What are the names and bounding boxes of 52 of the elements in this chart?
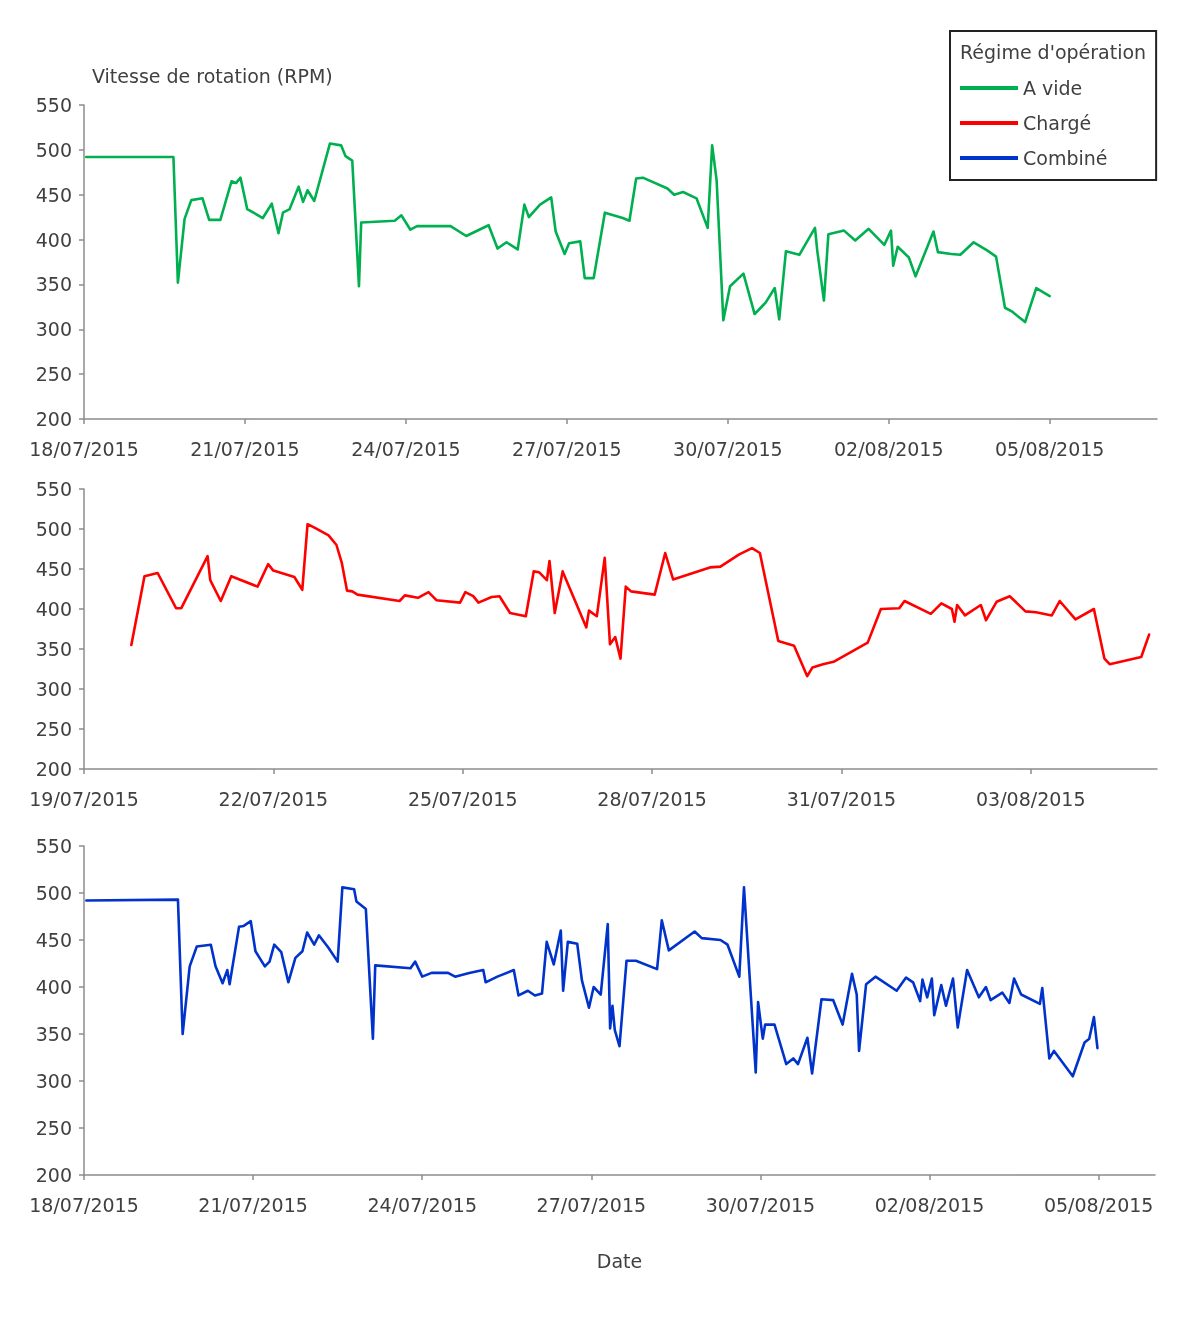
legend-label: Chargé <box>1023 112 1092 134</box>
y-tick-label: 400 <box>35 598 72 620</box>
x-tick-label: 19/07/2015 <box>29 787 139 810</box>
y-tick-label: 550 <box>35 478 72 500</box>
legend-label: Combiné <box>1023 147 1108 169</box>
x-tick-label: 31/07/2015 <box>786 787 897 810</box>
x-tick-label: 21/07/2015 <box>190 437 300 460</box>
y-tick-label: 200 <box>35 758 72 780</box>
line-series <box>130 522 1151 678</box>
y-tick-label: 450 <box>35 558 72 580</box>
x-tick-label: 05/08/2015 <box>994 437 1105 460</box>
y-tick-label: 250 <box>35 1117 72 1139</box>
legend-label: A vide <box>1023 77 1083 99</box>
y-tick-label: 300 <box>35 318 72 341</box>
y-tick-label: 350 <box>35 1023 72 1045</box>
y-tick-label: 400 <box>35 976 72 998</box>
x-tick-label: 02/08/2015 <box>833 437 944 460</box>
y-tick-label: 250 <box>35 363 72 386</box>
legend-title: Régime d'opération <box>960 40 1147 63</box>
x-tick-label: 24/07/2015 <box>351 437 461 460</box>
x-axis-title: Date <box>596 1249 643 1272</box>
x-tick-label: 30/07/2015 <box>673 437 783 460</box>
y-tick-label: 550 <box>35 835 72 857</box>
y-tick-label: 500 <box>35 518 72 540</box>
x-tick-label: 24/07/2015 <box>367 1193 477 1216</box>
x-tick-label: 05/08/2015 <box>1043 1193 1154 1216</box>
y-tick-label: 250 <box>35 718 72 740</box>
x-tick-label: 30/07/2015 <box>705 1193 816 1216</box>
y-tick-label: 450 <box>35 183 72 206</box>
x-tick-label: 02/08/2015 <box>874 1193 985 1216</box>
y-tick-label: 350 <box>35 273 72 296</box>
y-tick-label: 450 <box>35 929 72 951</box>
x-tick-label: 27/07/2015 <box>536 1193 647 1216</box>
x-tick-label: 25/07/2015 <box>407 787 518 810</box>
y-tick-label: 200 <box>35 1164 72 1186</box>
y-tick-label: 500 <box>35 138 72 161</box>
x-tick-label: 27/07/2015 <box>512 437 622 460</box>
line-series <box>85 886 1099 1078</box>
y-tick-label: 550 <box>35 94 72 116</box>
y-tick-label: 400 <box>35 228 72 251</box>
x-tick-label: 18/07/2015 <box>29 1193 139 1216</box>
x-tick-label: 18/07/2015 <box>29 437 139 460</box>
y-axis-title: Vitesse de rotation (RPM) <box>92 64 333 87</box>
y-tick-label: 350 <box>35 638 72 660</box>
x-tick-label: 28/07/2015 <box>597 787 707 810</box>
y-tick-label: 300 <box>35 678 72 700</box>
y-tick-label: 300 <box>35 1070 72 1092</box>
y-tick-label: 500 <box>35 882 72 904</box>
x-tick-label: 03/08/2015 <box>976 787 1086 810</box>
x-tick-label: 22/07/2015 <box>218 787 329 810</box>
x-tick-label: 21/07/2015 <box>198 1193 308 1216</box>
y-tick-label: 200 <box>35 408 72 430</box>
